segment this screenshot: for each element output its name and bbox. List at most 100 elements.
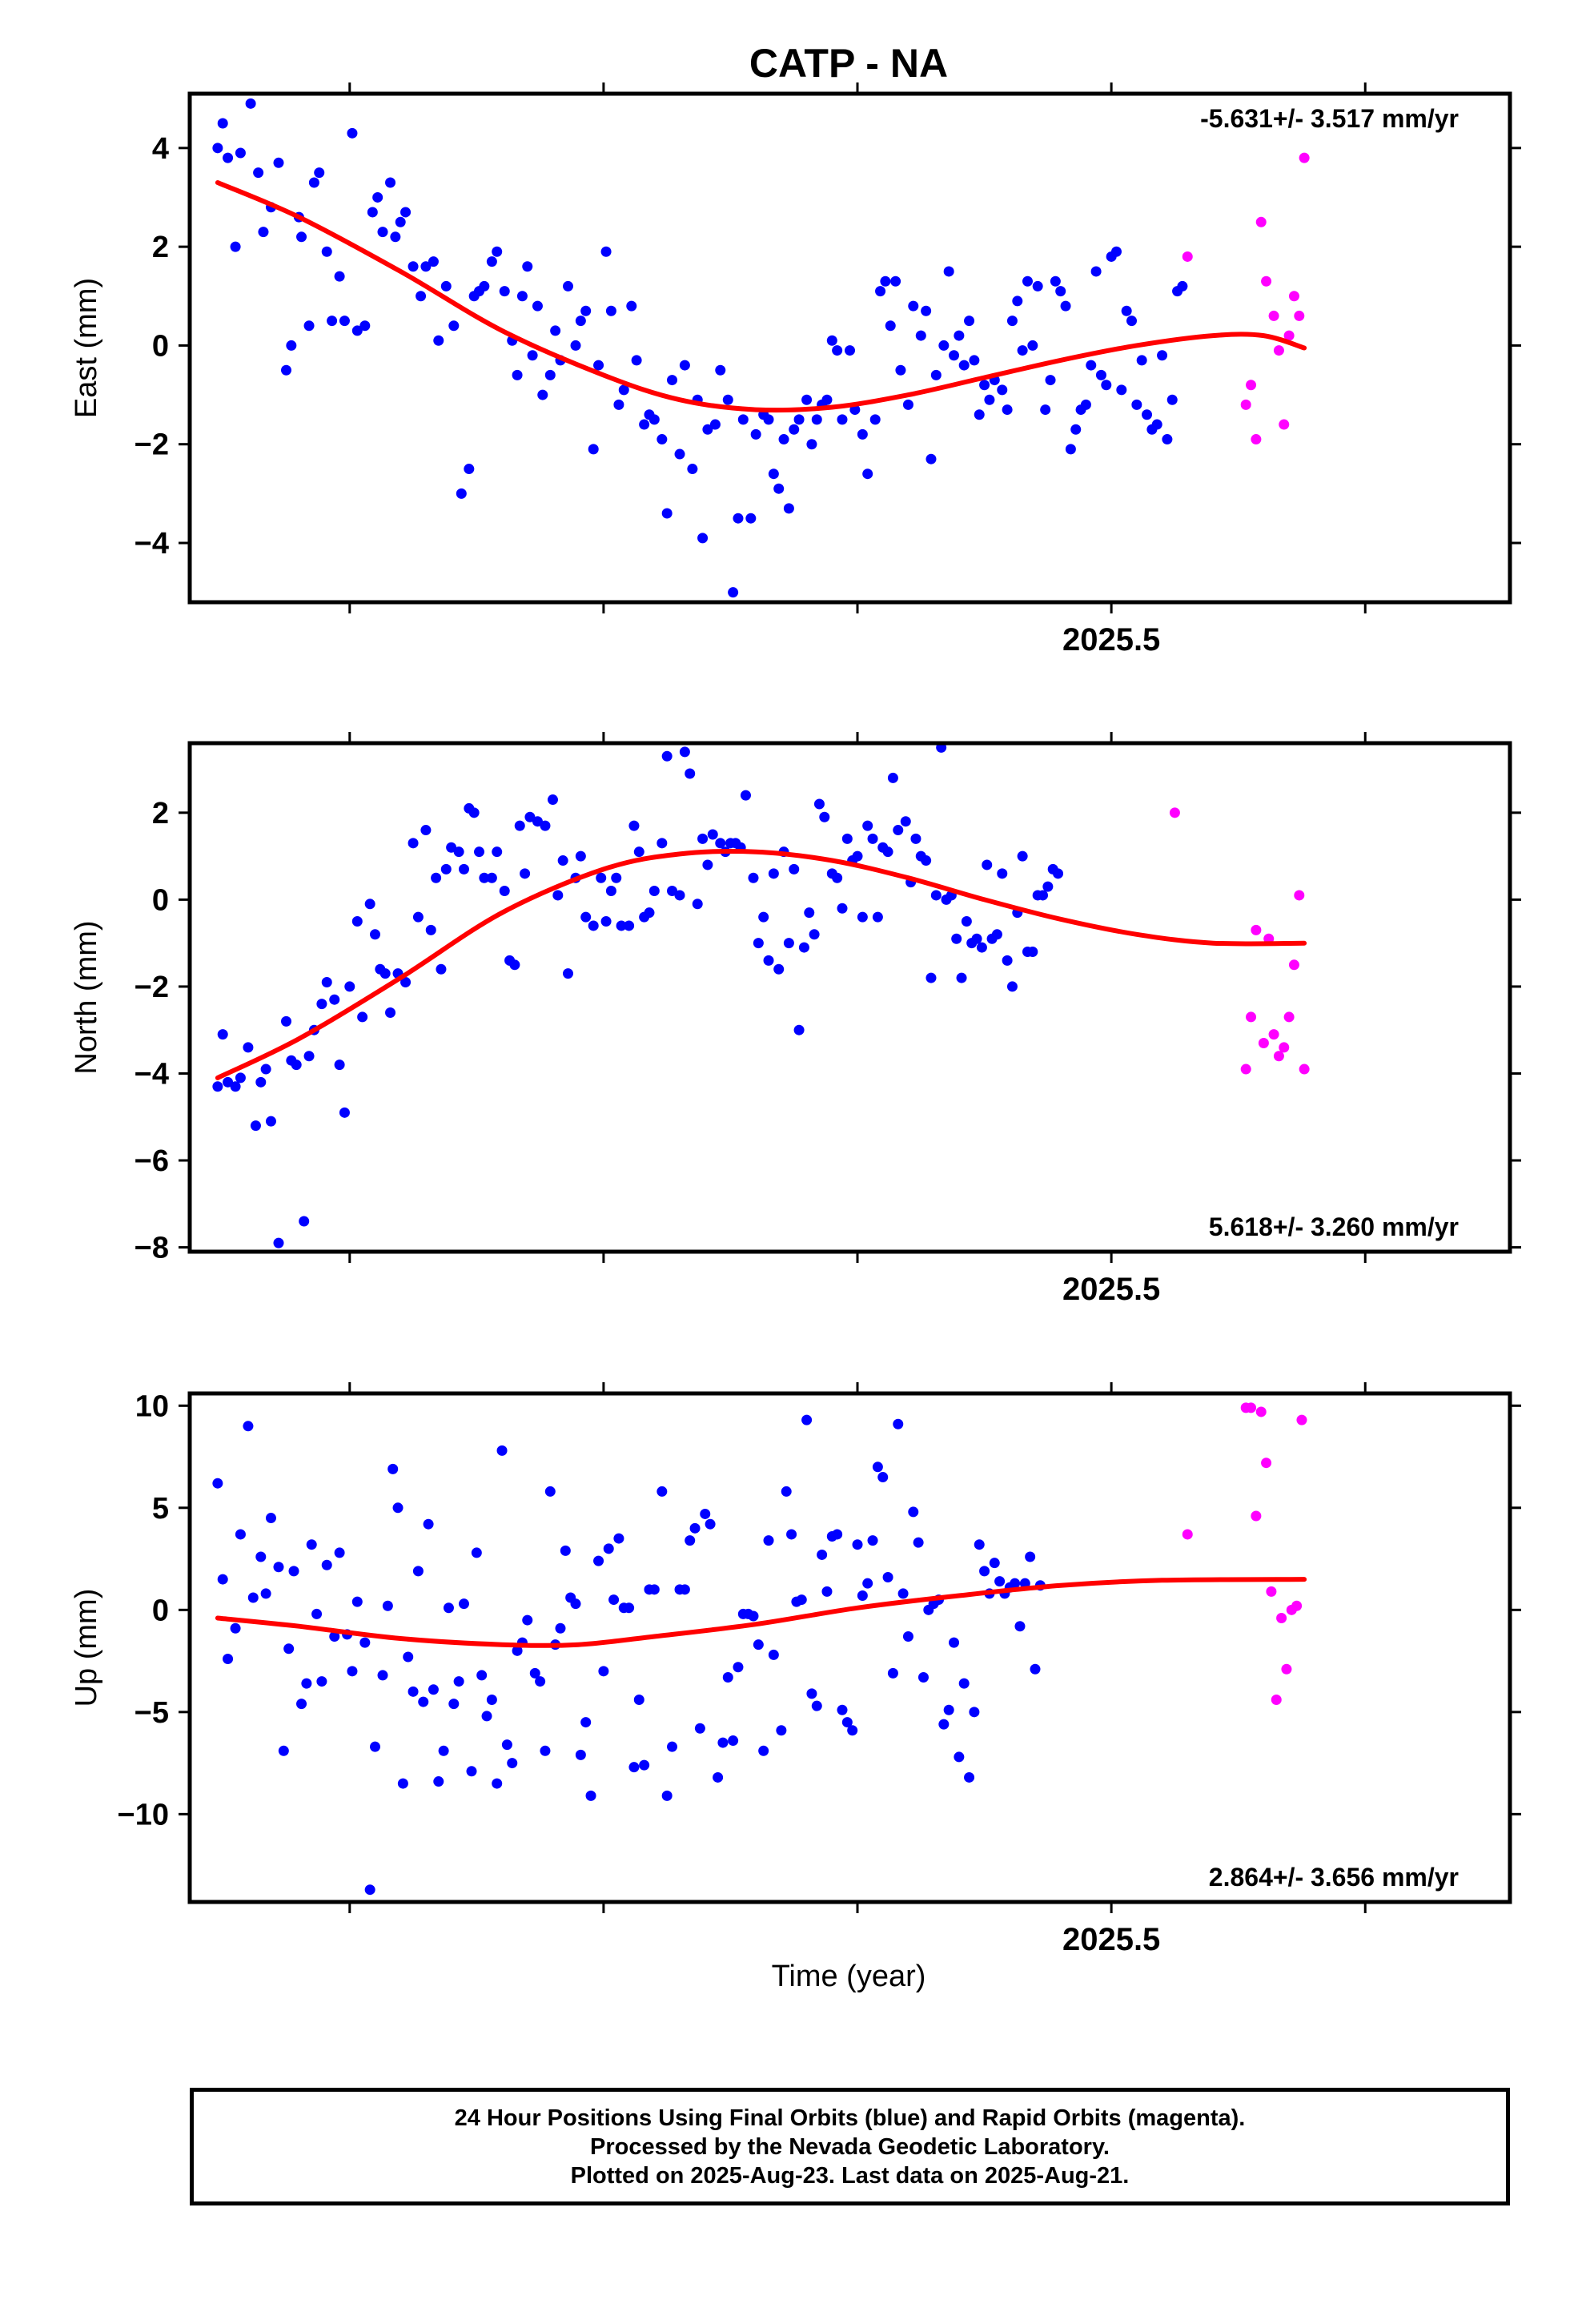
final-orbit-point (624, 920, 635, 931)
final-orbit-point (656, 838, 668, 849)
final-orbit-point (420, 825, 432, 836)
final-orbit-point (768, 868, 779, 879)
rapid-orbit-point (1273, 1051, 1284, 1062)
final-orbit-point (339, 316, 350, 327)
velocity-label: 2.864+/- 3.656 mm/yr (1209, 1863, 1459, 1892)
final-orbit-point (750, 428, 761, 440)
final-orbit-point (893, 1418, 904, 1429)
final-orbit-point (438, 1745, 449, 1756)
final-orbit-point (994, 1576, 1006, 1587)
final-orbit-point (910, 833, 921, 844)
final-orbit-point (1080, 399, 1091, 410)
final-orbit-point (979, 1566, 990, 1577)
final-orbit-point (1025, 1551, 1036, 1562)
panel-1: 4 2 0 −2 −4 2025.5 East (mm) -5.631+/- 3.517 mm… (70, 82, 1521, 657)
final-orbit-point (885, 320, 896, 332)
final-orbit-point (418, 1696, 429, 1707)
final-orbit-point (600, 246, 612, 257)
final-orbit-point (255, 1551, 267, 1562)
final-orbit-point (557, 855, 568, 866)
x-axis-label: Time (year) (772, 1960, 926, 1993)
final-orbit-point (798, 942, 809, 953)
final-orbit-point (474, 846, 485, 858)
plot-frame (187, 91, 1512, 605)
rapid-orbit-point (1255, 216, 1267, 227)
final-orbit-point (753, 1639, 764, 1651)
rapid-orbit-point (1288, 959, 1299, 971)
final-orbit-point (598, 1666, 609, 1677)
final-orbit-point (364, 899, 375, 910)
final-orbit-point (1050, 275, 1061, 287)
final-orbit-point (961, 916, 972, 927)
final-orbit-point (446, 842, 457, 853)
rapid-orbit-point (1299, 1063, 1310, 1075)
final-orbit-point (976, 942, 987, 953)
final-orbit-point (540, 820, 551, 831)
final-orbit-point (926, 972, 937, 983)
final-orbit-point (707, 829, 718, 840)
final-orbit-point (1116, 384, 1127, 396)
final-orbit-point (921, 855, 932, 866)
final-orbit-point (570, 340, 581, 351)
final-orbit-point (1151, 419, 1162, 430)
final-orbit-point (492, 846, 503, 858)
rapid-orbit-point (1182, 251, 1193, 262)
final-orbit-point (212, 1478, 223, 1489)
final-orbit-point (821, 1586, 833, 1597)
panels: 4 2 0 −2 −4 2025.5 East (mm) -5.631+/- 3.517 mm… (70, 82, 1521, 1957)
final-orbit-point (897, 1588, 909, 1599)
y-tick-label: 2 (152, 231, 169, 264)
final-orbit-point (431, 872, 442, 883)
final-orbit-point (522, 261, 533, 272)
final-orbit-point (357, 1011, 368, 1023)
final-orbit-point (694, 1723, 705, 1734)
final-orbit-point (943, 266, 954, 277)
final-orbit-point (540, 1745, 551, 1756)
final-orbit-point (291, 1059, 302, 1071)
y-tick-label: −4 (135, 1057, 169, 1091)
final-orbit-point (448, 320, 460, 332)
final-orbit-point (436, 963, 447, 975)
final-orbit-point (420, 261, 432, 272)
final-orbit-point (403, 1651, 414, 1663)
final-orbit-point (613, 399, 624, 410)
final-orbit-point (875, 286, 886, 297)
final-orbit-point (544, 369, 556, 380)
final-orbit-point (857, 911, 868, 923)
final-orbit-point (862, 468, 873, 480)
final-orbit-point (440, 280, 452, 292)
final-orbit-point (915, 330, 926, 341)
final-orbit-point (661, 508, 673, 519)
y-axis-label: Up (mm) (70, 1589, 103, 1707)
final-orbit-point (1010, 1578, 1021, 1589)
final-orbit-point (989, 1558, 1000, 1569)
final-orbit-point (400, 977, 412, 988)
rapid-orbit-point (1283, 1011, 1295, 1023)
rapid-orbit-point (1169, 807, 1180, 818)
final-orbit-point (867, 1535, 878, 1546)
final-orbit-point (882, 846, 893, 858)
final-orbit-point (367, 207, 378, 218)
final-orbit-point (648, 414, 660, 425)
final-orbit-point (395, 216, 406, 227)
final-orbit-point (667, 886, 678, 897)
final-orbit-point (954, 1751, 965, 1763)
final-orbit-point (524, 811, 536, 822)
final-orbit-point (334, 1547, 345, 1558)
final-orbit-point (1055, 286, 1066, 297)
final-orbit-point (633, 1695, 644, 1706)
y-axis-label: North (mm) (70, 920, 103, 1074)
final-orbit-point (958, 360, 970, 371)
final-orbit-point (250, 1120, 261, 1132)
final-orbit-point (667, 375, 678, 386)
final-orbit-point (552, 890, 564, 901)
final-orbit-point (616, 920, 627, 931)
final-orbit-point (793, 1024, 805, 1035)
rapid-orbit-point (1266, 1586, 1277, 1597)
final-orbit-point (811, 1700, 822, 1711)
final-orbit-point (845, 345, 855, 356)
final-orbit-point (369, 1741, 380, 1752)
final-orbit-point (768, 1649, 779, 1660)
final-orbit-point (466, 1766, 477, 1777)
